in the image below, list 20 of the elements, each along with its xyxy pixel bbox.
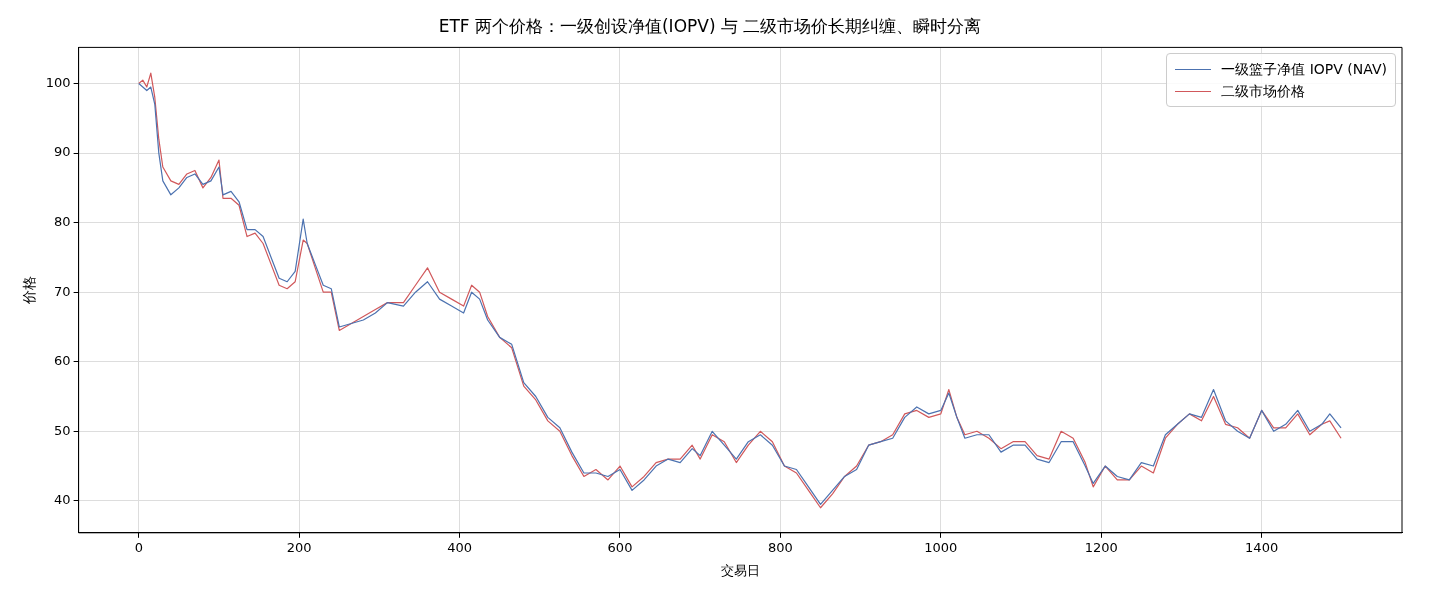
y-tick-label: 40 bbox=[54, 492, 71, 508]
x-tick-label: 1000 bbox=[924, 539, 958, 555]
y-tick-label: 50 bbox=[54, 422, 71, 438]
y-tick-label: 90 bbox=[54, 144, 71, 160]
x-tick-label: 800 bbox=[768, 539, 793, 555]
y-axis-title: 价格 bbox=[21, 276, 38, 306]
y-tick-label: 100 bbox=[45, 74, 71, 90]
x-tick-label: 400 bbox=[447, 539, 472, 555]
x-tick-label: 1400 bbox=[1245, 539, 1279, 555]
y-tick-label: 60 bbox=[54, 353, 71, 369]
x-tick-label: 0 bbox=[134, 539, 143, 555]
legend-label: 一级篮子净值 IOPV (NAV) bbox=[1221, 60, 1387, 80]
x-tick-label: 1200 bbox=[1084, 539, 1118, 555]
legend-label: 二级市场价格 bbox=[1221, 82, 1306, 102]
x-tick-label: 600 bbox=[607, 539, 633, 555]
y-tick-label: 80 bbox=[54, 214, 71, 230]
chart-title: ETF 两个价格：一级创设净值(IOPV) 与 二级市场价长期纠缠、瞬时分离 bbox=[438, 15, 982, 36]
x-tick-label: 200 bbox=[286, 539, 312, 555]
y-tick-label: 70 bbox=[54, 283, 71, 299]
x-axis-title: 交易日 bbox=[720, 562, 760, 578]
